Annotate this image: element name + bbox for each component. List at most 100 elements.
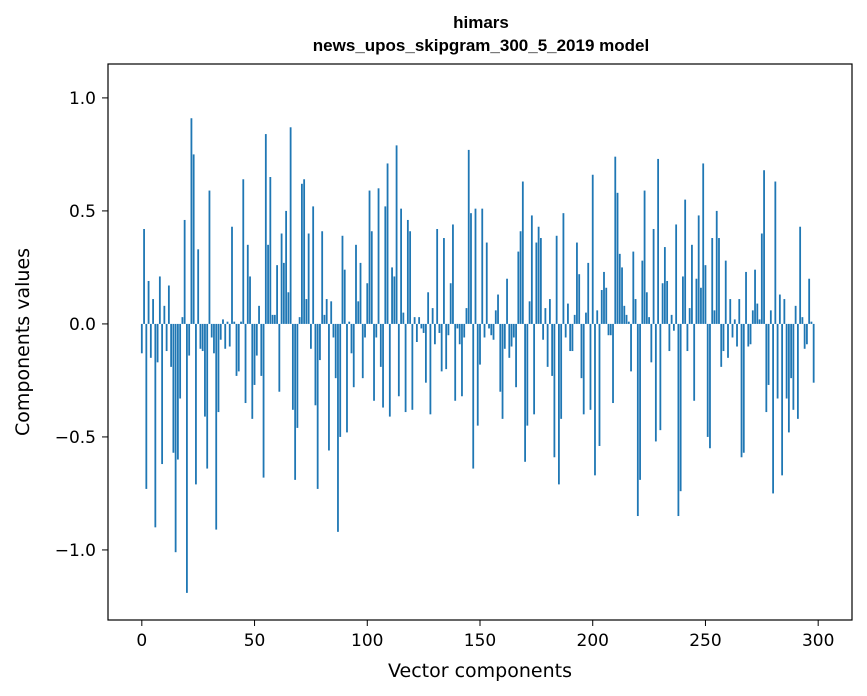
bar — [343, 269, 346, 324]
bar — [553, 323, 556, 458]
bar — [546, 323, 549, 367]
bar — [616, 192, 619, 324]
bar — [765, 323, 768, 413]
bar — [682, 276, 684, 324]
bar — [691, 244, 693, 324]
bar — [598, 323, 601, 446]
y-tick-label: −0.5 — [55, 428, 96, 448]
bar — [603, 271, 605, 324]
bar — [192, 154, 195, 324]
bar — [763, 170, 765, 324]
bar — [415, 323, 418, 342]
bar — [145, 323, 148, 489]
bar — [154, 323, 157, 528]
bar — [377, 188, 380, 324]
bar — [783, 299, 786, 324]
bar — [492, 323, 495, 340]
bar — [778, 294, 781, 324]
bar — [352, 323, 355, 388]
bar — [188, 323, 191, 356]
bar — [341, 235, 344, 324]
bar — [276, 265, 278, 324]
bar — [560, 323, 563, 419]
bar — [242, 179, 245, 324]
bar — [474, 208, 477, 324]
bar — [508, 323, 511, 358]
bar — [294, 323, 297, 480]
bar — [237, 323, 240, 372]
bar — [555, 235, 558, 324]
bar — [627, 321, 630, 324]
bar — [521, 181, 524, 324]
bar — [472, 323, 475, 469]
bar — [747, 323, 750, 347]
bar — [273, 314, 276, 324]
bar — [240, 321, 242, 324]
bar — [524, 323, 526, 462]
bar — [420, 323, 423, 329]
bar — [361, 323, 364, 379]
bar — [612, 323, 614, 404]
bar — [395, 145, 398, 324]
x-tick-label: 100 — [351, 631, 383, 651]
bar — [429, 323, 432, 415]
bar — [526, 323, 529, 426]
bar — [253, 323, 256, 385]
bar — [494, 310, 497, 324]
bar — [722, 323, 725, 352]
bar — [330, 301, 333, 324]
bar — [228, 323, 231, 347]
y-axis-label: Components values — [12, 248, 34, 436]
bar — [580, 323, 583, 379]
bar — [373, 323, 375, 401]
bar — [176, 323, 179, 460]
y-tick-label: −1.0 — [55, 541, 96, 561]
bar — [424, 323, 427, 383]
bar — [422, 323, 425, 333]
bar — [605, 287, 608, 324]
bar — [808, 278, 811, 324]
bar — [686, 323, 689, 352]
bar — [767, 323, 770, 385]
bar — [305, 299, 308, 324]
bar — [156, 323, 159, 363]
bar — [537, 226, 540, 324]
bar — [497, 294, 499, 324]
bar — [170, 323, 173, 367]
bar — [675, 224, 678, 324]
bar — [790, 323, 793, 379]
bar — [325, 299, 328, 324]
x-tick-label: 0 — [136, 631, 147, 651]
bar — [720, 323, 723, 367]
bar — [654, 323, 657, 442]
bar — [634, 299, 637, 324]
bar — [594, 323, 596, 476]
bar — [289, 127, 292, 324]
bar — [222, 319, 224, 324]
bar — [386, 163, 389, 324]
bar — [285, 210, 288, 324]
bar — [233, 321, 236, 324]
bar — [443, 238, 445, 324]
bar — [208, 190, 211, 324]
bar — [291, 323, 294, 410]
bar — [334, 323, 337, 379]
bar — [397, 323, 400, 397]
bar — [375, 323, 378, 338]
bar — [391, 267, 393, 324]
bar — [515, 323, 517, 388]
bar — [539, 238, 542, 324]
bar — [618, 253, 621, 324]
bar — [799, 226, 802, 324]
bar — [636, 323, 639, 517]
bar — [219, 323, 222, 340]
bar — [384, 206, 387, 324]
bar — [573, 314, 576, 324]
plot-frame — [107, 63, 853, 621]
bar — [476, 323, 479, 426]
bar — [452, 224, 454, 324]
bar — [382, 323, 384, 408]
bar — [143, 228, 145, 324]
bar — [465, 308, 468, 324]
bar — [260, 323, 263, 376]
